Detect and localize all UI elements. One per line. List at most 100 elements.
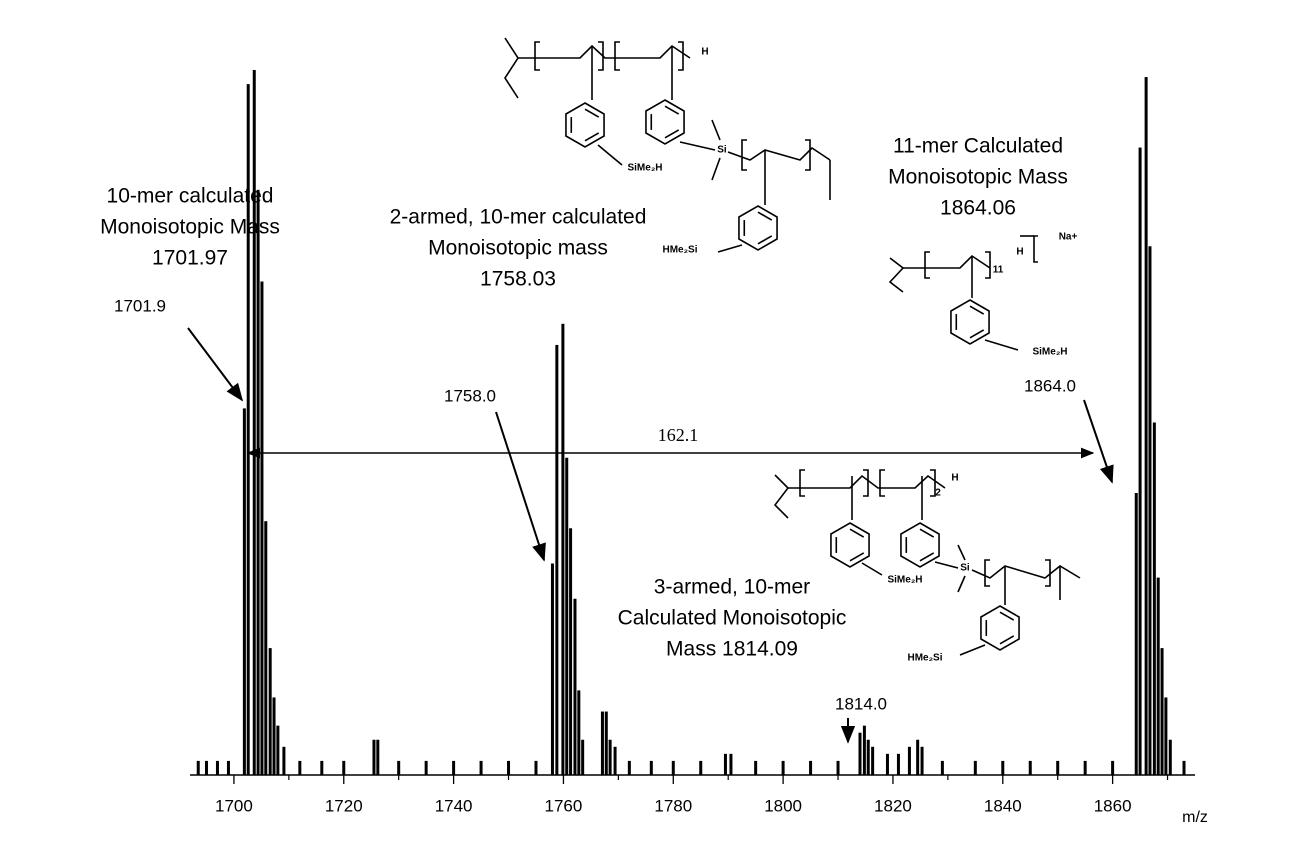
peak [973, 760, 977, 775]
pointer-arrow [1083, 399, 1114, 484]
peak [372, 739, 376, 775]
annotation-text: 1758.03 [480, 268, 556, 291]
x-tick-label: 1840 [984, 796, 1022, 815]
peak [424, 760, 428, 775]
bond [959, 644, 986, 656]
peak [242, 408, 246, 775]
peak [608, 739, 612, 775]
peak [600, 711, 604, 775]
annotation-text: Monoisotopic mass [428, 237, 608, 260]
peak [569, 528, 573, 775]
x-tick-label: 1760 [545, 796, 583, 815]
peak [550, 563, 554, 775]
ring-bond [664, 105, 680, 115]
x-tick-label: 1720 [325, 796, 363, 815]
bond [971, 565, 1081, 579]
bond [957, 544, 966, 561]
ring-bond [584, 132, 600, 142]
structure-label: SiMe₂H [1032, 347, 1067, 358]
peak [809, 760, 813, 775]
peak [226, 760, 230, 775]
structure-label: HMe₂Si [907, 653, 942, 664]
ring-bond [664, 129, 680, 139]
bond [711, 157, 721, 181]
structure-label: HMe₂Si [662, 245, 697, 256]
peak [613, 746, 617, 775]
bracket [985, 251, 991, 279]
peak [862, 725, 866, 775]
peak [565, 457, 569, 775]
peak [196, 760, 200, 775]
annotation-text: Calculated Monoisotopic [618, 607, 847, 630]
peak [397, 760, 401, 775]
spacing-label: 162.1 [658, 425, 699, 445]
peak [940, 760, 944, 775]
peak [699, 760, 703, 775]
peak [1168, 739, 1172, 775]
chain [888, 257, 905, 293]
peak [246, 84, 250, 776]
bracket [598, 41, 604, 71]
peak [376, 739, 380, 775]
bond [984, 339, 1019, 351]
peak-label: 1864.0 [1024, 376, 1076, 395]
x-tick-label: 1740 [435, 796, 473, 815]
bond [518, 44, 691, 59]
bracket [1045, 559, 1051, 587]
bond [957, 575, 966, 593]
peak [723, 753, 727, 775]
peak [1152, 422, 1156, 775]
peak [252, 70, 256, 775]
bond [934, 561, 959, 569]
peak [871, 746, 875, 775]
peak [342, 760, 346, 775]
peak [671, 760, 675, 775]
structure-label: H [1016, 247, 1023, 258]
peak-label: 1814.0 [835, 694, 887, 713]
ring-bond [999, 611, 1015, 621]
structure-label: Si [717, 145, 727, 156]
structure-label: 2 [935, 488, 941, 499]
peak [561, 323, 565, 775]
peak [896, 753, 900, 775]
benzene-ring [830, 522, 870, 568]
ring-bond [849, 552, 865, 562]
peak [907, 746, 911, 775]
peak [555, 344, 559, 775]
peak [1148, 246, 1152, 775]
peak [1056, 760, 1060, 775]
peak [573, 598, 577, 775]
bracket [799, 469, 805, 497]
peak [781, 760, 785, 775]
peak [649, 760, 653, 775]
bond [727, 146, 831, 161]
annotation-text: 3-armed, 10-mer [654, 576, 810, 599]
peak [1134, 493, 1138, 775]
peak [885, 753, 889, 775]
peak [534, 760, 538, 775]
peak-label: 1701.9 [114, 296, 166, 315]
peak [1111, 760, 1115, 775]
peak [276, 725, 280, 775]
bracket [863, 469, 869, 497]
peak [1160, 648, 1164, 775]
bond [861, 562, 883, 576]
peak [260, 281, 264, 775]
bracket [678, 41, 684, 71]
peak [320, 760, 324, 775]
pointer-arrow [495, 411, 546, 562]
x-tick-label: 1820 [874, 796, 912, 815]
peak [1164, 697, 1168, 775]
peak [1156, 577, 1160, 775]
peak [452, 760, 456, 775]
bracket [924, 251, 930, 279]
peak [858, 732, 862, 775]
x-tick-label: 1700 [215, 796, 253, 815]
annotation-text: 1864.06 [940, 197, 1016, 220]
x-tick-label: 1780 [654, 796, 692, 815]
bond [717, 244, 743, 253]
peak [627, 760, 631, 775]
ring-bond [584, 108, 600, 118]
ring-bond [919, 552, 935, 562]
